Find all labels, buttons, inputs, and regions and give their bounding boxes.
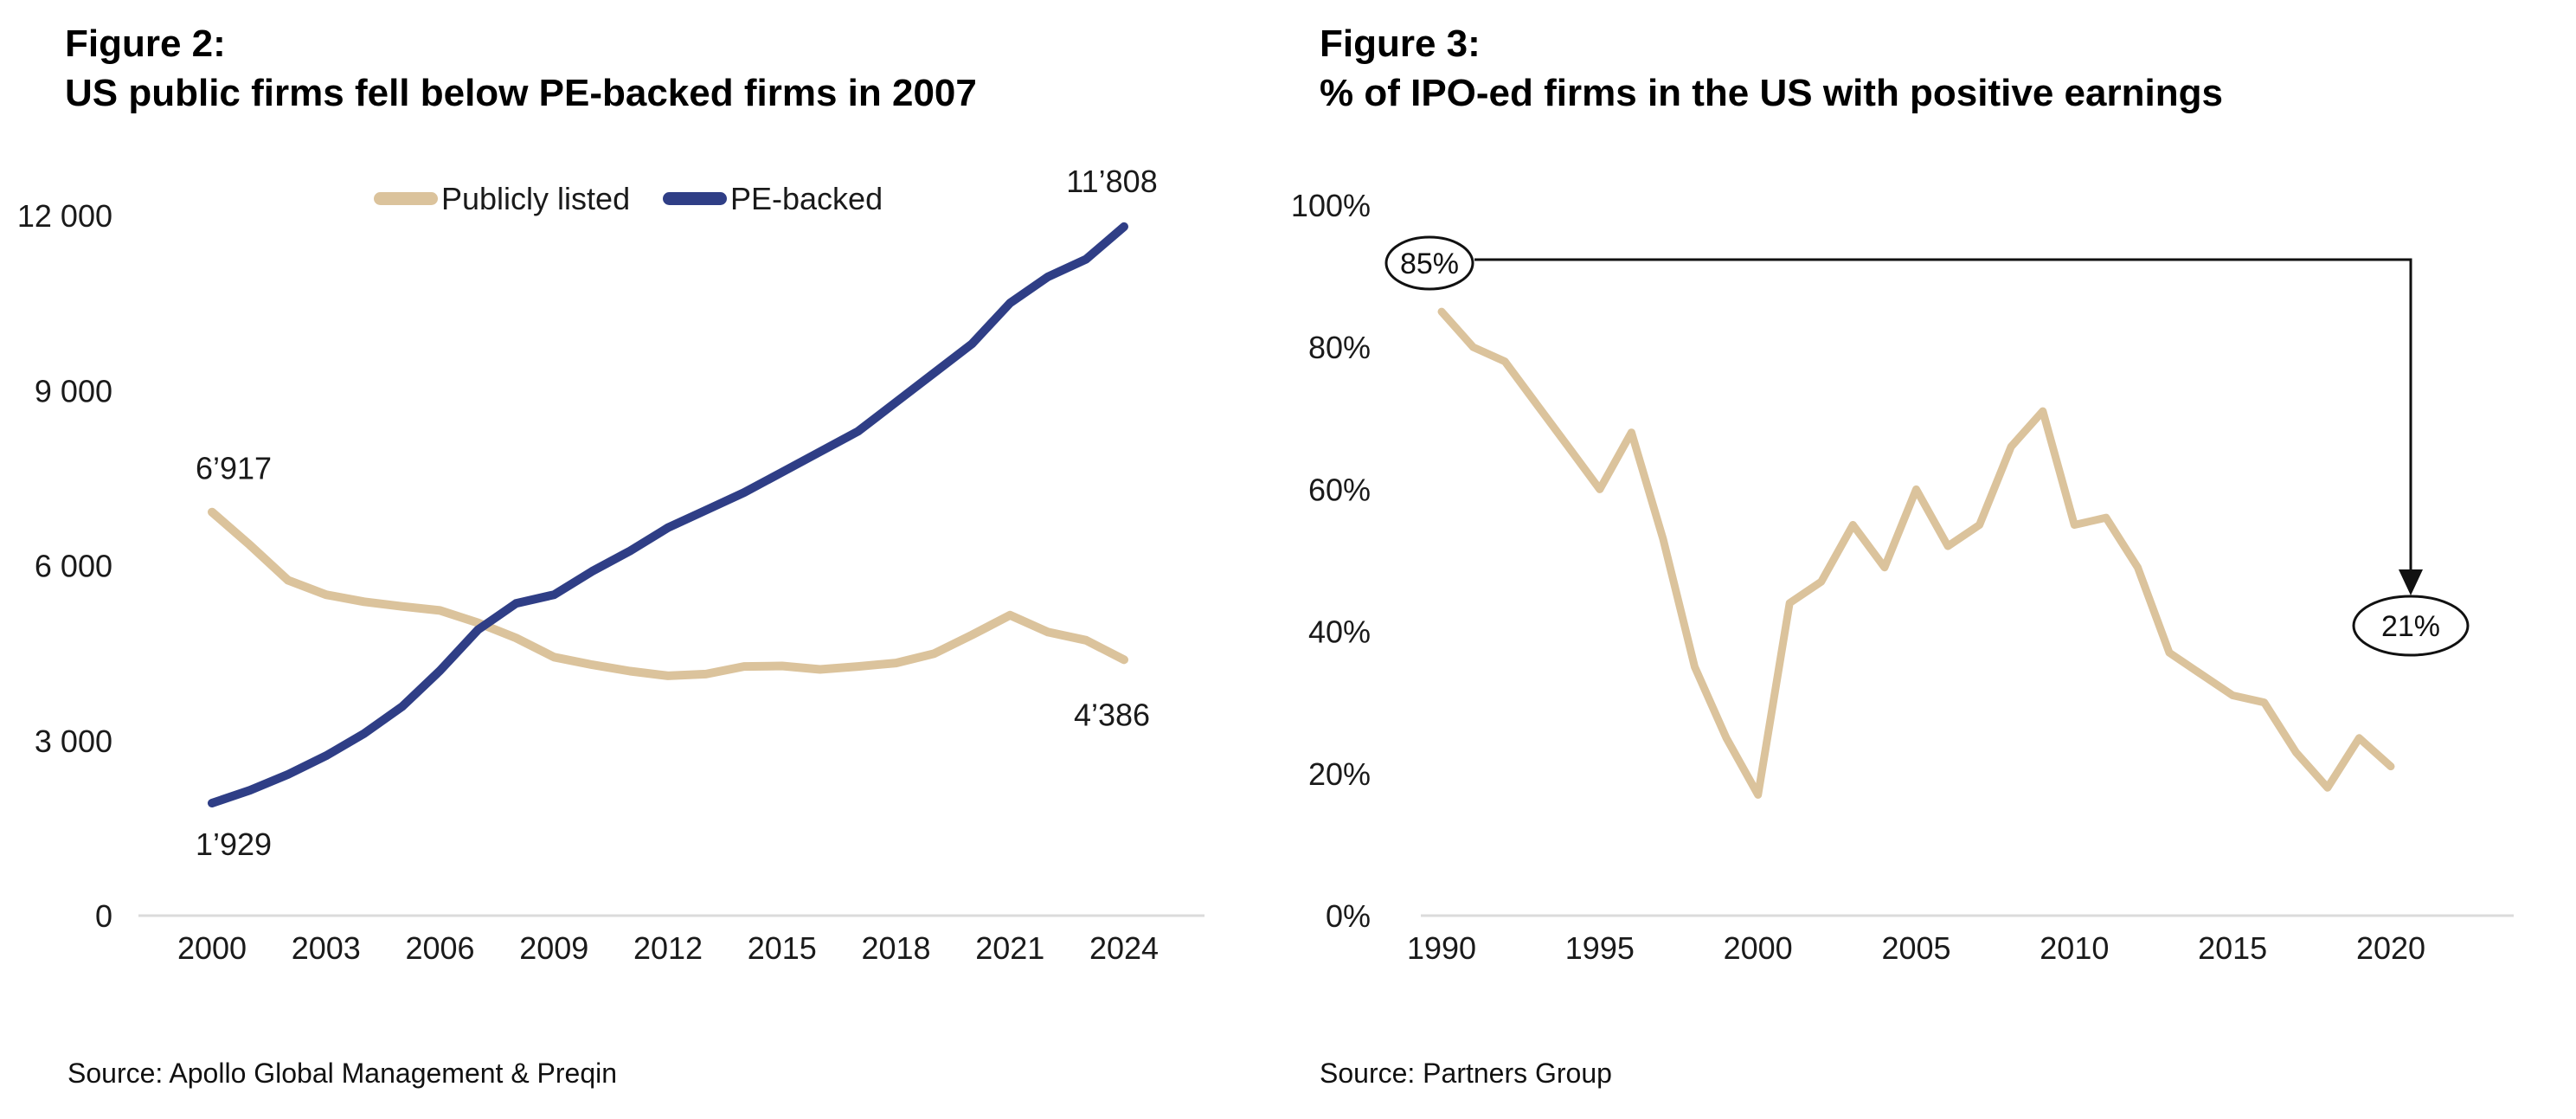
legend-swatch-publicly-listed [374,192,438,205]
figure2-title: Figure 2: US public firms fell below PE-… [65,19,977,118]
arrow-down-icon [2399,569,2423,595]
legend-label-publicly-listed: Publicly listed [441,181,630,216]
legend-label-pe-backed: PE-backed [730,181,883,216]
figure3-y-tick: 100% [1291,188,1371,223]
figure3-title: Figure 3: % of IPO-ed firms in the US wi… [1320,19,2223,118]
callout-text-start-callout: 85% [1400,248,1459,280]
figure3-x-tick: 2000 [1724,930,1793,966]
figure2-x-tick: 2012 [633,930,703,966]
legend-swatch-pe-backed [663,192,727,205]
figure3-x-tick: 1995 [1565,930,1635,966]
figure2-x-tick: 2006 [405,930,474,966]
figure2-y-tick: 3 000 [35,723,112,759]
figure3-x-tick: 2020 [2356,930,2425,966]
figure3-y-tick: 60% [1308,472,1371,507]
figure2-x-tick: 2021 [975,930,1044,966]
figure3-title-line1: Figure 3: [1320,23,1481,65]
figure3-x-tick: 1990 [1407,930,1476,966]
pe-backed-line [208,222,1128,807]
-of-ipo-ed-firms-with-positive-earnings-line [1437,307,2395,799]
figure3-x-tick: 2010 [2040,930,2109,966]
figure2-y-tick: 9 000 [35,373,112,408]
figure3-y-tick: 80% [1308,330,1371,365]
figure3-y-tick: 20% [1308,756,1371,792]
figure3-x-tick: 2005 [1881,930,1950,966]
figure2-x-tick: 2009 [519,930,588,966]
figure2-source: Source: Apollo Global Management & Preqi… [67,1058,618,1089]
figure2-annotation-publicly-listed-end: 4’386 [1074,697,1150,732]
figure3-x-tick: 2015 [2198,930,2267,966]
callout-ellipse-end-callout [2352,595,2470,657]
publicly-listed-line [208,507,1128,680]
figure2-annotation-pe-backed-start: 1’929 [196,826,272,862]
figure2-annotation-publicly-listed-start: 6’917 [196,451,272,486]
figure3-source: Source: Partners Group [1320,1058,1612,1089]
figure3-title-line2: % of IPO-ed firms in the US with positiv… [1320,72,2223,114]
callout-connector-line [1474,258,2412,573]
callout-ellipse-start-callout [1384,235,1474,291]
figure2-title-line2: US public firms fell below PE-backed fir… [65,72,977,114]
figure2-x-tick: 2015 [748,930,817,966]
callout-text-end-callout: 21% [2381,610,2440,643]
figure2-y-tick: 0 [95,898,112,934]
figure2-x-tick: 2018 [861,930,930,966]
figure3-y-tick: 0% [1326,898,1371,934]
figure2-annotation-pe-backed-end: 11’808 [1066,164,1157,199]
figure2-title-line1: Figure 2: [65,23,226,65]
figure2-x-tick: 2003 [292,930,361,966]
figure2-y-tick: 12 000 [17,198,112,234]
figure2-x-tick: 2000 [177,930,247,966]
figure2-x-tick: 2024 [1089,930,1159,966]
figure3-y-tick: 40% [1308,614,1371,650]
figure2-y-tick: 6 000 [35,549,112,584]
